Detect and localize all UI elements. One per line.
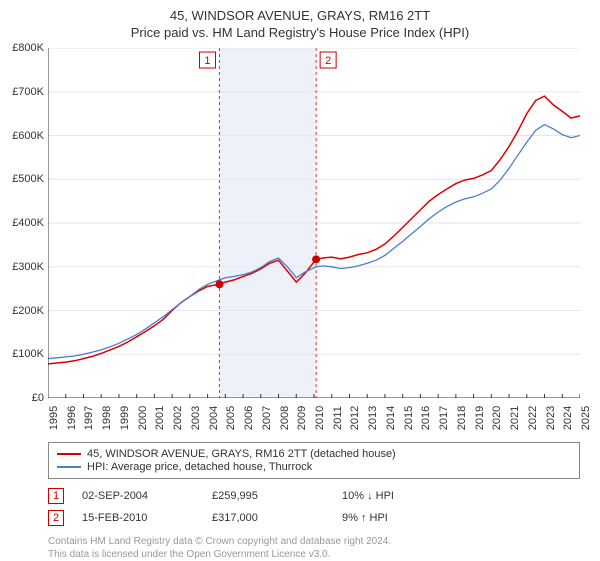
footer-line-1: Contains HM Land Registry data © Crown c… (48, 535, 580, 548)
marker-dot (312, 255, 320, 263)
y-axis-label: £300K (12, 261, 44, 273)
x-axis-label: 2003 (190, 406, 202, 430)
x-axis-label: 1999 (119, 406, 131, 430)
x-axis-label: 2012 (349, 406, 361, 430)
x-axis-label: 2018 (456, 406, 468, 430)
x-axis-label: 2007 (261, 406, 273, 430)
y-axis-label: £400K (12, 217, 44, 229)
y-axis-label: £800K (12, 42, 44, 54)
marker-table-num: 1 (48, 488, 64, 504)
marker-table-price: £259,995 (212, 490, 342, 502)
x-axis-label: 2004 (208, 406, 220, 430)
x-axis-label: 2005 (225, 406, 237, 430)
x-axis-label: 2000 (137, 406, 149, 430)
x-axis-label: 2008 (279, 406, 291, 430)
marker-table: 1 02-SEP-2004£259,99510% ↓ HPI 2 15-FEB-201… (48, 485, 580, 529)
line-chart-svg: 12 (48, 48, 580, 398)
x-axis-label: 2017 (438, 406, 450, 430)
marker-num: 2 (325, 55, 331, 67)
x-axis-label: 2019 (474, 406, 486, 430)
y-axis-label: £100K (12, 348, 44, 360)
chart-area: 12 £0£100K£200K£300K£400K£500K£600K£700K… (48, 48, 580, 398)
x-axis-label: 2010 (314, 406, 326, 430)
marker-table-date: 02-SEP-2004 (82, 490, 212, 502)
x-axis-label: 1995 (48, 406, 60, 430)
marker-table-row: 1 02-SEP-2004£259,99510% ↓ HPI (48, 485, 580, 507)
x-axis-label: 2025 (580, 406, 592, 430)
x-axis-label: 2024 (562, 406, 574, 430)
y-axis-label: £500K (12, 173, 44, 185)
x-axis-label: 2014 (385, 406, 397, 430)
y-axis-label: £600K (12, 130, 44, 142)
x-axis-label: 1996 (66, 406, 78, 430)
y-axis-label: £200K (12, 305, 44, 317)
marker-table-row: 2 15-FEB-2010£317,0009% ↑ HPI (48, 507, 580, 529)
y-axis-label: £700K (12, 86, 44, 98)
x-axis-label: 2011 (332, 406, 344, 430)
legend-row: HPI: Average price, detached house, Thur… (57, 461, 571, 473)
x-axis-label: 2013 (367, 406, 379, 430)
footer-line-2: This data is licensed under the Open Gov… (48, 548, 580, 561)
footer-attribution: Contains HM Land Registry data © Crown c… (48, 535, 580, 561)
legend-label: HPI: Average price, detached house, Thur… (87, 461, 312, 473)
chart-subtitle: Price paid vs. HM Land Registry's House … (0, 25, 600, 40)
chart-title: 45, WINDSOR AVENUE, GRAYS, RM16 2TT (0, 8, 600, 23)
x-axis-label: 2006 (243, 406, 255, 430)
x-axis-label: 2001 (154, 406, 166, 430)
x-axis-label: 2015 (403, 406, 415, 430)
y-axis-label: £0 (32, 392, 44, 404)
x-axis-label: 2002 (172, 406, 184, 430)
marker-table-num: 2 (48, 510, 64, 526)
marker-table-pct: 9% ↑ HPI (342, 512, 452, 524)
x-axis-label: 2022 (527, 406, 539, 430)
marker-table-date: 15-FEB-2010 (82, 512, 212, 524)
x-axis-label: 1998 (101, 406, 113, 430)
marker-table-price: £317,000 (212, 512, 342, 524)
legend-row: 45, WINDSOR AVENUE, GRAYS, RM16 2TT (det… (57, 448, 571, 460)
x-axis-label: 2020 (491, 406, 503, 430)
legend-block: 45, WINDSOR AVENUE, GRAYS, RM16 2TT (det… (48, 442, 580, 479)
chart-header: 45, WINDSOR AVENUE, GRAYS, RM16 2TT Pric… (0, 0, 600, 44)
x-axis-label: 2021 (509, 406, 521, 430)
marker-num: 1 (204, 55, 210, 67)
marker-dot (215, 280, 223, 288)
x-axis-label: 2023 (545, 406, 557, 430)
x-axis-label: 1997 (83, 406, 95, 430)
x-axis-label: 2016 (420, 406, 432, 430)
legend-box: 45, WINDSOR AVENUE, GRAYS, RM16 2TT (det… (48, 442, 580, 479)
marker-table-pct: 10% ↓ HPI (342, 490, 452, 502)
legend-swatch (57, 466, 81, 468)
legend-label: 45, WINDSOR AVENUE, GRAYS, RM16 2TT (det… (87, 448, 396, 460)
legend-swatch (57, 453, 81, 455)
x-axis-label: 2009 (296, 406, 308, 430)
